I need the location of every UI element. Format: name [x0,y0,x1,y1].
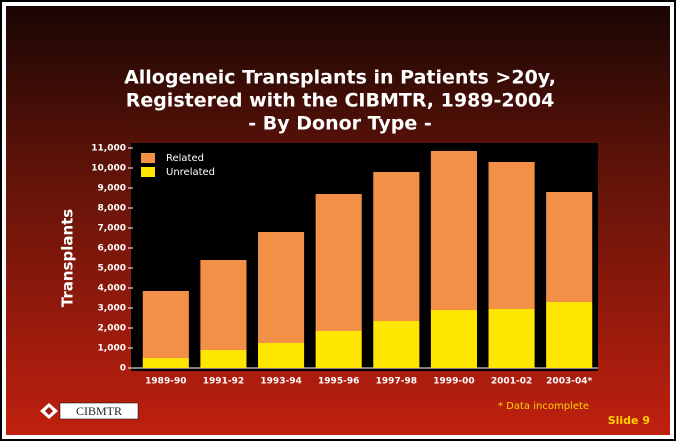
bar-segment [315,331,362,368]
y-tick-label: 0 [120,364,126,374]
x-tick-label: 1993-94 [260,377,301,387]
bar-segment [488,309,535,368]
y-tick-label: 5,000 [98,264,126,274]
x-tick-label: 1999-00 [433,377,474,387]
logo: CIBMTR [40,402,139,420]
logo-mark-inner [45,407,53,415]
bar-segment [430,151,477,310]
y-axis-title: Transplants [59,209,77,308]
y-tick-label: 9,000 [98,184,126,194]
footnote: * Data incomplete [498,401,589,412]
bar-segment [373,321,420,368]
bar-segment [258,343,305,368]
y-tick-label: 3,000 [98,304,126,314]
bar-segment [200,350,247,368]
legend-label: Unrelated [166,167,215,178]
bar-segment [315,194,362,331]
bar-segment [200,260,247,350]
x-tick-label: 1991-92 [203,377,244,387]
bar-segment [142,358,189,368]
y-tick-label: 7,000 [98,224,126,234]
bar-segment [488,162,535,309]
y-tick-label: 6,000 [98,244,126,254]
x-tick-label: 1995-96 [318,377,359,387]
y-tick-label: 11,000 [91,144,126,154]
bar-segment [258,232,305,343]
legend-label: Related [166,153,204,164]
slide-number: Slide 9 [608,414,650,427]
x-tick-label: 2001-02 [491,377,532,387]
y-tick-label: 8,000 [98,204,126,214]
y-tick-label: 2,000 [98,324,126,334]
title-line: Allogeneic Transplants in Patients >20y, [124,67,556,89]
y-tick-label: 4,000 [98,284,126,294]
bar-segment [430,310,477,368]
logo-text: CIBMTR [76,404,122,418]
logo-box [59,402,139,420]
bar-segment [373,172,420,321]
bar-segment [546,192,593,302]
y-tick-label: 10,000 [91,164,126,174]
x-tick-label: 2003-04* [546,377,592,387]
bar-segment [546,302,593,368]
x-tick-label: 1997-98 [376,377,417,387]
subtitle: - By Donor Type - [248,113,431,135]
bar-segment [142,291,189,358]
legend-swatch [141,167,155,177]
legend-swatch [141,153,155,163]
title-line: Registered with the CIBMTR, 1989-2004 [126,90,555,112]
y-tick-label: 1,000 [98,344,126,354]
x-tick-label: 1989-90 [145,377,186,387]
